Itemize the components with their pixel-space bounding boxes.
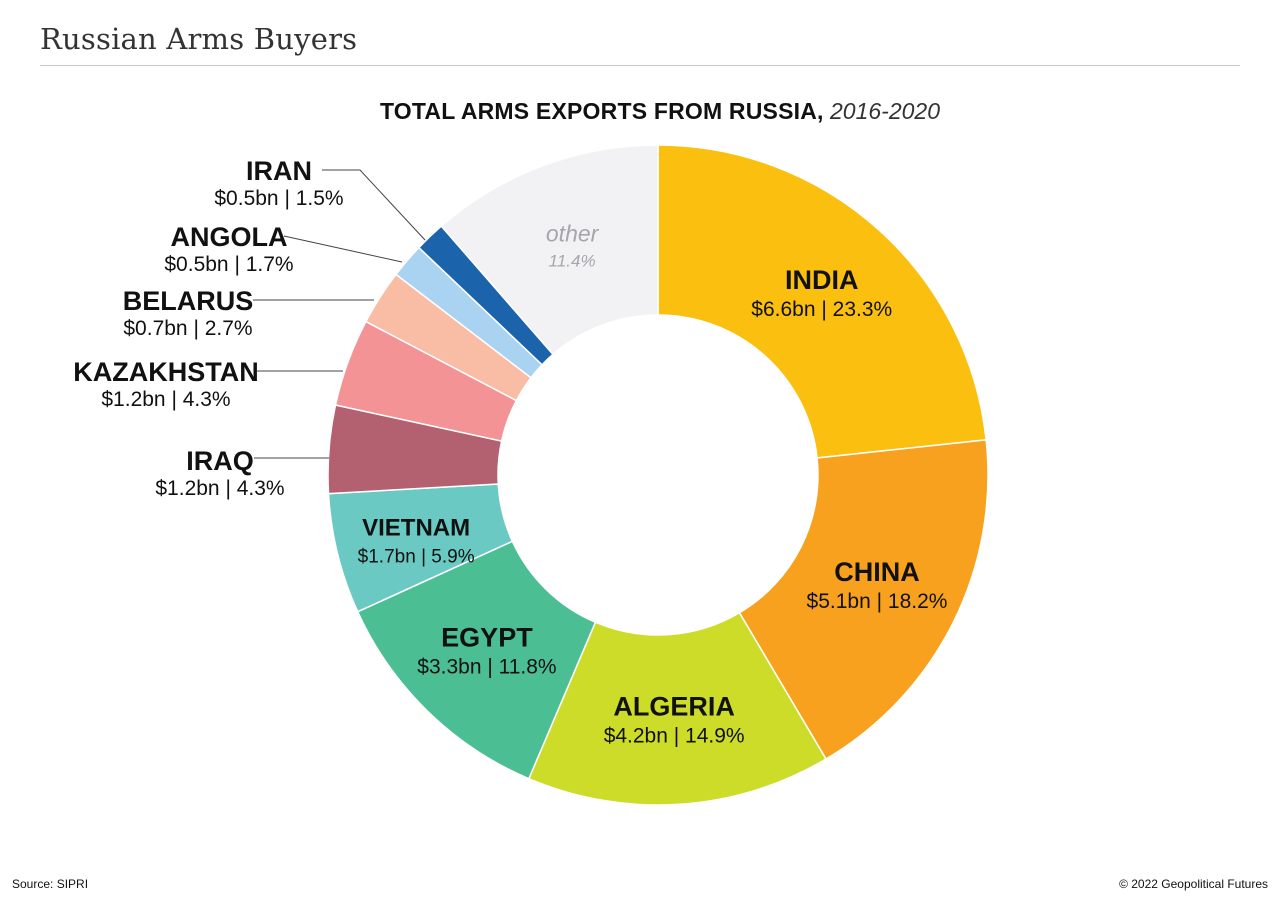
slice-detail-iraq: $1.2bn | 4.3% — [155, 477, 284, 500]
slice-other — [440, 144, 659, 356]
slice-label-kazakhstan: KAZAKHSTAN — [73, 357, 258, 387]
slice-detail-china: $5.1bn | 18.2% — [807, 590, 948, 613]
page-heading: Russian Arms Buyers — [40, 22, 358, 56]
slice-egypt — [356, 540, 597, 780]
leader-line-iran — [322, 169, 426, 241]
copyright-note: © 2022 Geopolitical Futures — [1119, 877, 1268, 891]
slice-china — [738, 438, 989, 761]
slice-detail-vietnam: $1.7bn | 5.9% — [358, 547, 475, 568]
slice-india — [657, 144, 987, 459]
slice-label-vietnam: VIETNAM — [362, 515, 470, 542]
slice-label-other: other — [546, 221, 600, 247]
slice-label-china: CHINA — [834, 557, 920, 587]
slice-label-iraq: IRAQ — [186, 446, 254, 476]
source-note: Source: SIPRI — [12, 877, 89, 891]
slice-label-algeria: ALGERIA — [613, 691, 735, 721]
slice-detail-kazakhstan: $1.2bn | 4.3% — [101, 388, 230, 411]
slice-detail-algeria: $4.2bn | 14.9% — [604, 724, 745, 747]
chart-title: TOTAL ARMS EXPORTS FROM RUSSIA, 2016-202… — [0, 98, 1280, 125]
slice-label-india: INDIA — [785, 265, 859, 295]
slice-detail-angola: $0.5bn | 1.7% — [164, 253, 293, 276]
donut-slices — [327, 144, 989, 806]
slice-label-belarus: BELARUS — [123, 286, 254, 316]
slice-algeria — [527, 611, 828, 806]
leader-line-angola — [283, 235, 403, 263]
chart-title-period: 2016-2020 — [830, 98, 941, 124]
slice-detail-egypt: $3.3bn | 11.8% — [417, 655, 556, 678]
chart-title-main: TOTAL ARMS EXPORTS FROM RUSSIA, — [379, 98, 824, 124]
slice-detail-belarus: $0.7bn | 2.7% — [123, 317, 252, 340]
slice-label-iran: IRAN — [246, 156, 312, 186]
slice-label-angola: ANGOLA — [171, 222, 288, 252]
heading-divider — [40, 65, 1240, 66]
slice-detail-india: $6.6bn | 23.3% — [751, 298, 892, 321]
slice-detail-other: 11.4% — [549, 252, 596, 271]
leader-lines — [253, 169, 426, 459]
slice-labels: INDIA $6.6bn | 23.3% CHINA $5.1bn | 18.2% AL… — [73, 156, 947, 747]
slice-detail-iran: $0.5bn | 1.5% — [214, 187, 343, 210]
slice-label-egypt: EGYPT — [441, 622, 533, 652]
